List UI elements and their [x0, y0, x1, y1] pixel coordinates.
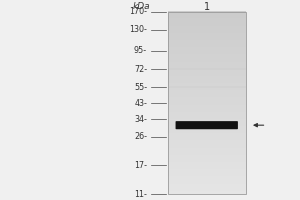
- Text: 1: 1: [204, 2, 210, 12]
- Text: 130-: 130-: [129, 25, 147, 34]
- Text: kDa: kDa: [132, 2, 150, 11]
- Text: 43-: 43-: [134, 99, 147, 108]
- Bar: [168, 68, 246, 70]
- Text: 95-: 95-: [134, 46, 147, 55]
- Text: 170-: 170-: [129, 7, 147, 16]
- Bar: [168, 12, 246, 194]
- Text: 11-: 11-: [134, 190, 147, 199]
- Text: 55-: 55-: [134, 83, 147, 92]
- Bar: [168, 86, 246, 88]
- FancyBboxPatch shape: [176, 121, 238, 129]
- Text: 17-: 17-: [134, 161, 147, 170]
- Text: 72-: 72-: [134, 65, 147, 74]
- Text: 26-: 26-: [134, 132, 147, 141]
- Text: 34-: 34-: [134, 115, 147, 124]
